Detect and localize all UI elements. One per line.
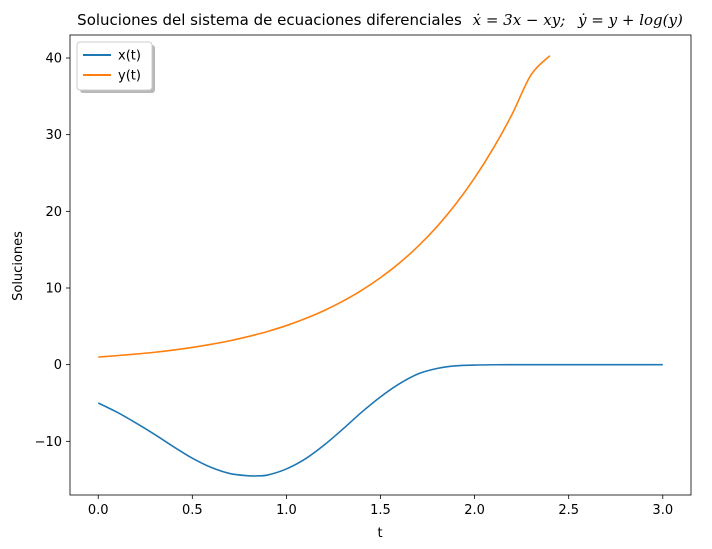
legend: x(t) y(t) — [76, 41, 155, 93]
chart-title-text: Soluciones del sistema de ecuaciones dif… — [77, 11, 462, 29]
x-tick-label: 3.0 — [652, 503, 673, 518]
x-tick-label: 1.0 — [276, 503, 297, 518]
y-tick-label: 40 — [45, 52, 62, 67]
y-axis-label: Soluciones — [11, 231, 26, 301]
plot-area — [69, 34, 692, 496]
y-axis-ticks: −10 0 10 20 30 40 — [35, 52, 70, 450]
legend-label-y: y(t) — [118, 69, 141, 84]
y-tick-label: 10 — [45, 282, 62, 297]
y-tick-label: 20 — [45, 205, 62, 220]
x-axis-ticks: 0.0 0.5 1.0 1.5 2.0 2.5 3.0 — [88, 495, 673, 518]
chart-title-equation-y: ẏ = y + log(y) — [577, 11, 683, 29]
series-line-y — [98, 55, 551, 358]
series-lines — [97, 55, 663, 477]
x-tick-label: 2.5 — [558, 503, 579, 518]
y-tick-label: −10 — [35, 435, 62, 450]
chart-title-equation-x: ẋ = 3x − xy; — [473, 11, 566, 29]
series-line-x — [97, 363, 663, 477]
x-tick-label: 0.0 — [88, 503, 109, 518]
legend-label-x: x(t) — [118, 49, 141, 64]
x-tick-label: 1.5 — [370, 503, 391, 518]
y-tick-label: 30 — [45, 128, 62, 143]
chart-title: Soluciones del sistema de ecuaciones dif… — [77, 11, 683, 29]
x-tick-label: 2.0 — [464, 503, 485, 518]
x-tick-label: 0.5 — [182, 503, 203, 518]
x-axis-label: t — [377, 526, 382, 541]
y-tick-label: 0 — [54, 358, 62, 373]
